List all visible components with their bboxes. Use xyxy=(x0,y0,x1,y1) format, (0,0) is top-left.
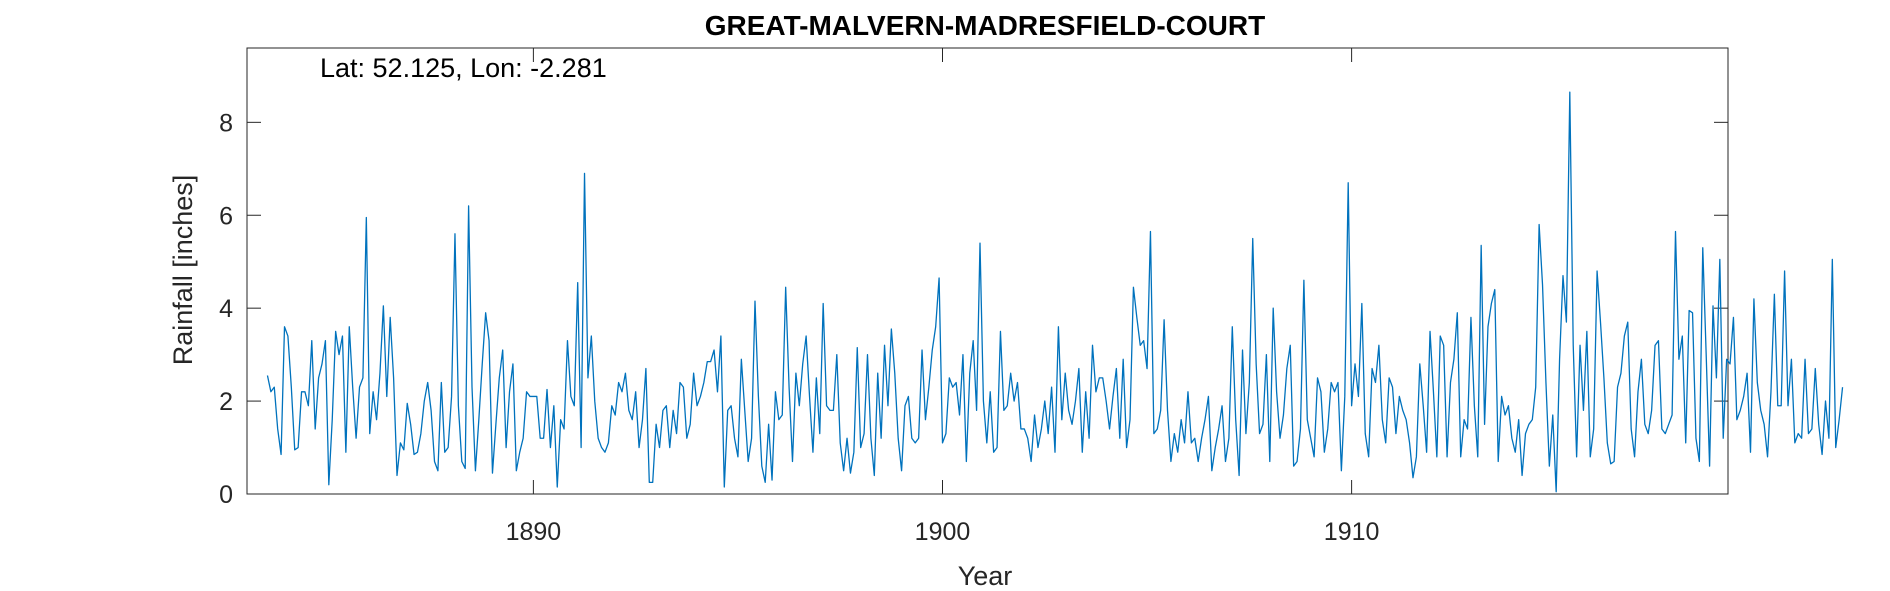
y-tick-label: 8 xyxy=(219,109,233,137)
location-annotation: Lat: 52.125, Lon: -2.281 xyxy=(320,53,607,83)
y-axis-label: Rainfall [inches] xyxy=(168,175,198,366)
x-tick-label: 1890 xyxy=(506,518,562,546)
rainfall-series-line xyxy=(266,91,1844,493)
y-tick-label: 2 xyxy=(219,388,233,416)
chart-title: GREAT-MALVERN-MADRESFIELD-COURT xyxy=(705,10,1265,41)
y-axis-ticks: 0 2 4 6 8 xyxy=(219,109,1728,509)
x-axis-label: Year xyxy=(958,561,1013,591)
y-tick-label: 6 xyxy=(219,202,233,230)
x-tick-label: 1900 xyxy=(915,518,971,546)
x-tick-label: 1910 xyxy=(1324,518,1380,546)
y-tick-label: 4 xyxy=(219,295,233,323)
x-axis-ticks: 1890 1900 1910 xyxy=(506,48,1380,546)
y-tick-label: 0 xyxy=(219,481,233,509)
